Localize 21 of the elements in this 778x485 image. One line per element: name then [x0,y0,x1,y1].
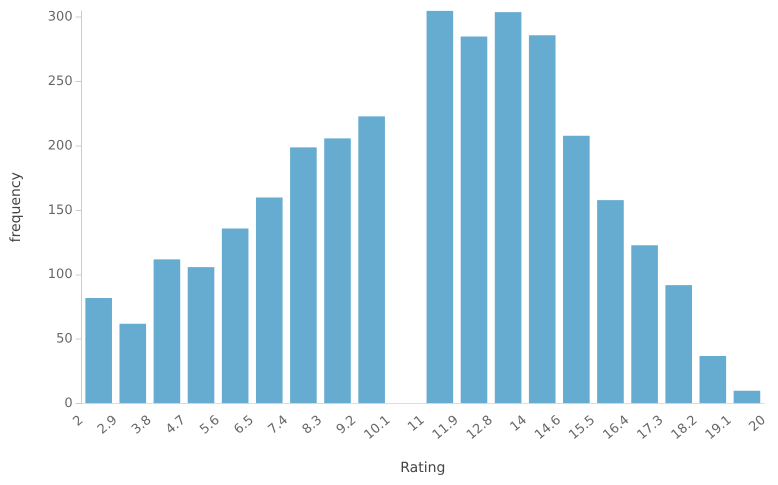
x-tick-label: 6.5 [231,412,257,438]
x-tick-label: 5.6 [197,412,223,438]
x-tick-label: 2.9 [94,412,120,438]
y-axis-title: frequency [8,172,24,242]
x-tick-label: 8.3 [300,412,326,438]
x-tick-label: 20 [746,412,769,435]
y-tick-label: 250 [48,74,73,90]
x-tick-label: 4.7 [163,412,189,438]
y-tick-label: 300 [48,10,73,25]
x-tick-label: 3.8 [129,412,155,438]
x-axis-title: Rating [400,460,446,476]
y-tick-label: 150 [48,202,73,218]
y-tick-label: 0 [64,396,73,412]
y-tick-label: 100 [48,267,73,282]
x-tick-label: 2 [70,412,86,430]
x-tick-label: 9.2 [334,412,360,438]
y-tick-label: 50 [56,332,73,347]
x-tick-label: 14 [508,412,530,435]
x-tick-label: 11 [405,412,428,435]
x-tick-label: 7.4 [266,412,292,438]
y-tick-label: 200 [48,138,73,154]
